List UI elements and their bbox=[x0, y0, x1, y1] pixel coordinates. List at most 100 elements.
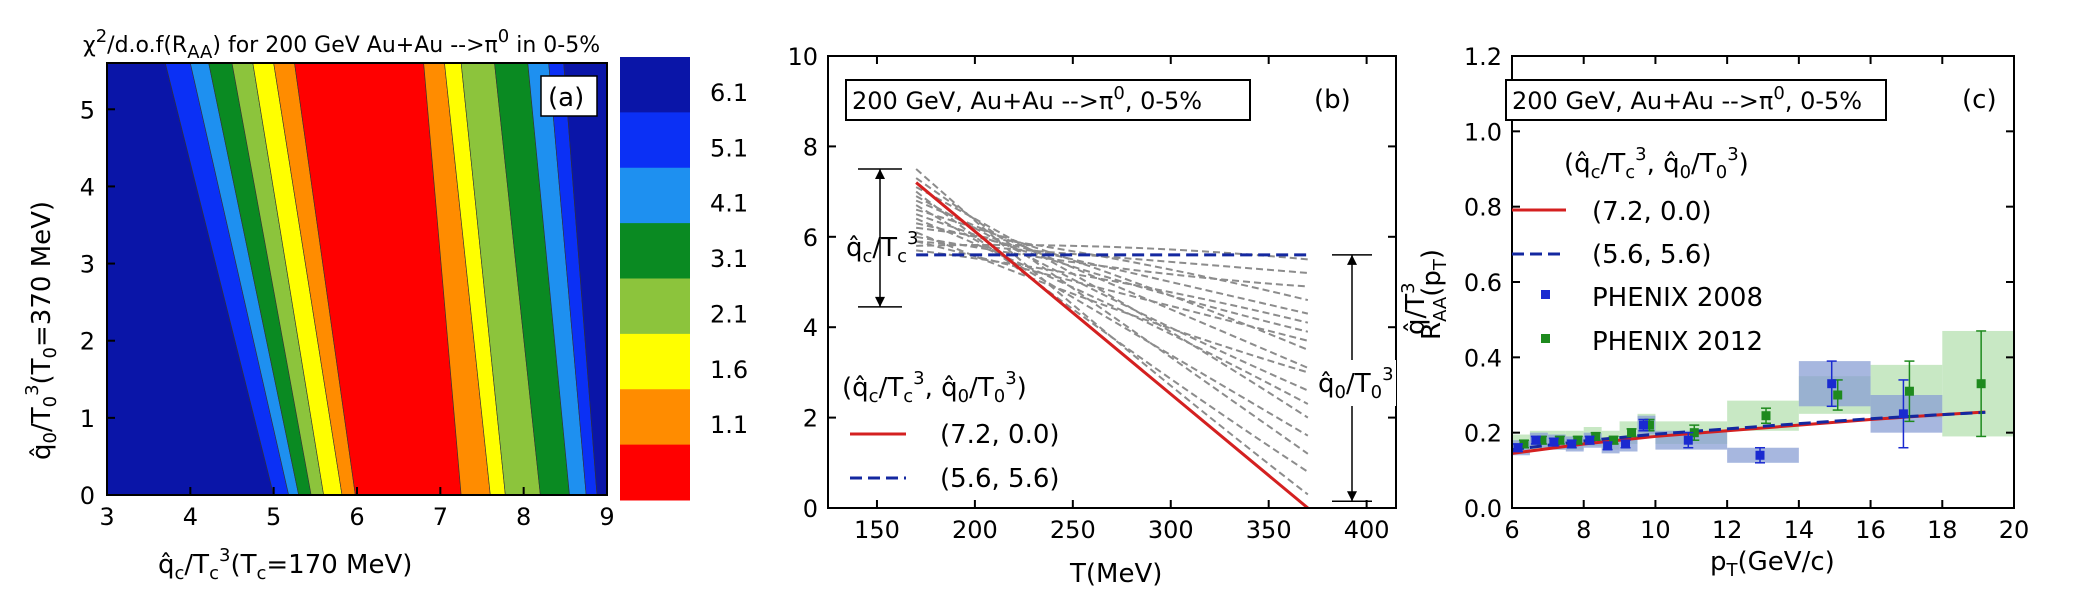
panel-a-xtick-label: 3 bbox=[99, 503, 114, 531]
phenix2008-point bbox=[1567, 439, 1577, 449]
phenix2012-point bbox=[1904, 386, 1914, 396]
panel-b-line-chart: 150 200 250 300 350 400 0 2 4 6 8 10 200 GeV, Au+Au… bbox=[787, 43, 1431, 589]
panel-a-ylabel: q̂0/T03(T0=370 MeV) bbox=[22, 201, 61, 460]
grey-band-curve-7 bbox=[915, 222, 1309, 315]
panel-a-ytick-label: 1 bbox=[80, 405, 95, 433]
phenix2012-point bbox=[1976, 379, 1986, 389]
panel-a-xtick-label: 4 bbox=[183, 503, 198, 531]
colorbar-swatch-4 bbox=[620, 278, 690, 335]
grey-band-curve-3 bbox=[915, 195, 1309, 392]
heatmap-band-10 bbox=[460, 63, 541, 495]
panel-c-ytick-label: 0.2 bbox=[1464, 420, 1502, 448]
panel-a-tag-box bbox=[540, 75, 598, 117]
panel-c-scatter-chart: 6 8 10 12 14 16 18 20 0.0 0.2 0.4 0.6 0.8 1.0 1.2 200 … bbox=[1417, 43, 2029, 581]
panel-b-ytick-label: 10 bbox=[787, 43, 818, 71]
grey-band-curve-17 bbox=[916, 249, 1309, 324]
panel-b-xtick-label: 400 bbox=[1344, 516, 1390, 544]
colorbar-swatch-1 bbox=[620, 112, 690, 169]
panel-a-xtick-label: 5 bbox=[266, 503, 281, 531]
panel-a-ytick-label: 2 bbox=[80, 328, 95, 356]
panel-b-ytick-label: 0 bbox=[803, 495, 818, 523]
panel-b-right-arrowhead bbox=[1347, 491, 1357, 502]
phenix2012-point bbox=[1627, 428, 1637, 438]
panel-c-label-box bbox=[1505, 79, 1887, 121]
panel-c-ytick-label: 0.6 bbox=[1464, 269, 1502, 297]
panel-c-ytick-label: 1.0 bbox=[1464, 118, 1502, 146]
grey-band-curve-2 bbox=[915, 186, 1309, 419]
panel-c-xtick-label: 10 bbox=[1640, 516, 1671, 544]
grey-band-curve-12 bbox=[915, 190, 1309, 473]
panel-c-xtick-label: 12 bbox=[1712, 516, 1743, 544]
phenix2012-point bbox=[1761, 411, 1771, 421]
panel-a-title: χ2/d.o.f(RAA) for 200 GeV Au+Au -->π0 in… bbox=[83, 26, 600, 63]
panel-b-left-arrowhead bbox=[875, 169, 885, 179]
panel-c-ytick-label: 0.8 bbox=[1464, 194, 1502, 222]
panel-a-tag: (a) bbox=[548, 83, 584, 113]
panel-c-ytick-label: 0.0 bbox=[1464, 495, 1502, 523]
panel-b-legend-dashed-label: (5.6, 5.6) bbox=[940, 464, 1060, 494]
phenix2008-point bbox=[1683, 435, 1693, 445]
panel-b-series-solid bbox=[915, 181, 1309, 508]
panel-c-xtick-label: 14 bbox=[1784, 516, 1815, 544]
panel-b-left-arrowhead bbox=[875, 296, 885, 307]
phenix2012-point bbox=[1555, 435, 1565, 445]
grey-band-curve-13 bbox=[915, 204, 1309, 437]
colorbar-label: 3.1 bbox=[710, 245, 748, 273]
phenix2012-point bbox=[1833, 390, 1843, 400]
panel-c-tag: (c) bbox=[1962, 85, 1997, 115]
heatmap-band-7 bbox=[294, 63, 462, 495]
panel-b-xtick-label: 150 bbox=[854, 516, 900, 544]
colorbar-swatch-5 bbox=[620, 333, 690, 390]
panel-a-xlabel: q̂c/Tc3(Tc=170 MeV) bbox=[158, 545, 412, 584]
colorbar-swatch-6 bbox=[620, 389, 690, 446]
heatmap-band-14 bbox=[563, 63, 607, 495]
colorbar-label: 1.6 bbox=[710, 356, 748, 384]
heatmap-band-1 bbox=[165, 63, 289, 495]
panel-c-ytick-label: 0.4 bbox=[1464, 344, 1502, 372]
phenix2008-point bbox=[1621, 439, 1631, 449]
panel-c-legend-phenix2012-marker bbox=[1541, 334, 1550, 343]
grey-band-curve-9 bbox=[915, 235, 1308, 288]
panel-b-ytick-label: 8 bbox=[803, 133, 818, 161]
panel-b-xtick-label: 200 bbox=[952, 516, 998, 544]
phenix2012-point bbox=[1644, 420, 1654, 430]
phenix2008-point bbox=[1585, 435, 1595, 445]
heatmap-band-4 bbox=[231, 63, 324, 495]
panel-c-ytick-label: 1.2 bbox=[1464, 43, 1502, 71]
panel-c-legend-solid-label: (7.2, 0.0) bbox=[1592, 197, 1712, 227]
panel-c-xtick-label: 6 bbox=[1504, 516, 1519, 544]
phenix2008-point bbox=[1638, 420, 1648, 430]
heatmap-band-11 bbox=[494, 63, 570, 495]
panel-a-ytick-label: 4 bbox=[80, 173, 95, 201]
panel-b-xtick-label: 350 bbox=[1246, 516, 1292, 544]
panel-a-ytick-label: 0 bbox=[80, 482, 95, 510]
heatmap-band-9 bbox=[444, 63, 506, 495]
panel-b-frame bbox=[827, 55, 1397, 509]
heatmap-band-12 bbox=[527, 63, 587, 495]
panel-a-heatmap: 3 4 5 6 7 8 9 0 1 2 3 4 5 χ2/d.o.f(RAA) for 200 GeV … bbox=[22, 26, 748, 584]
colorbar: 6.1 5.1 4.1 3.1 2.1 1.6 1.1 bbox=[620, 57, 748, 501]
panel-c-legend-phenix2012-label: PHENIX 2012 bbox=[1592, 327, 1763, 357]
panel-c-xtick-label: 18 bbox=[1927, 516, 1958, 544]
phenix2008-point bbox=[1513, 443, 1523, 453]
panel-c-legend-title: (q̂c/Tc3, q̂0/T03) bbox=[1564, 144, 1749, 183]
phenix2008-point bbox=[1827, 379, 1837, 389]
grey-band-curve-14 bbox=[915, 217, 1309, 405]
panel-c-legend-phenix2008-label: PHENIX 2008 bbox=[1592, 283, 1763, 313]
colorbar-swatch-7 bbox=[620, 444, 690, 501]
panel-a-xtick-label: 9 bbox=[599, 503, 614, 531]
colorbar-swatch-3 bbox=[620, 223, 690, 279]
phenix2012-point bbox=[1573, 435, 1583, 445]
panel-c-series-dashed bbox=[1512, 410, 1986, 452]
phenix2012-point bbox=[1591, 431, 1601, 441]
panel-b-label: 200 GeV, Au+Au -->π0, 0-5% bbox=[852, 83, 1202, 115]
panel-b-legend-solid-label: (7.2, 0.0) bbox=[940, 420, 1060, 450]
panel-b-right-arrowhead bbox=[1347, 254, 1357, 265]
panel-b-right-annotation-bg bbox=[1316, 360, 1396, 406]
panel-b-xtick-label: 250 bbox=[1050, 516, 1096, 544]
heatmap-band-0 bbox=[107, 63, 274, 495]
panel-a-xtick-label: 6 bbox=[349, 503, 364, 531]
phenix2008-point bbox=[1549, 437, 1559, 447]
panel-b-right-annotation: q̂0/T03 bbox=[1318, 364, 1394, 403]
